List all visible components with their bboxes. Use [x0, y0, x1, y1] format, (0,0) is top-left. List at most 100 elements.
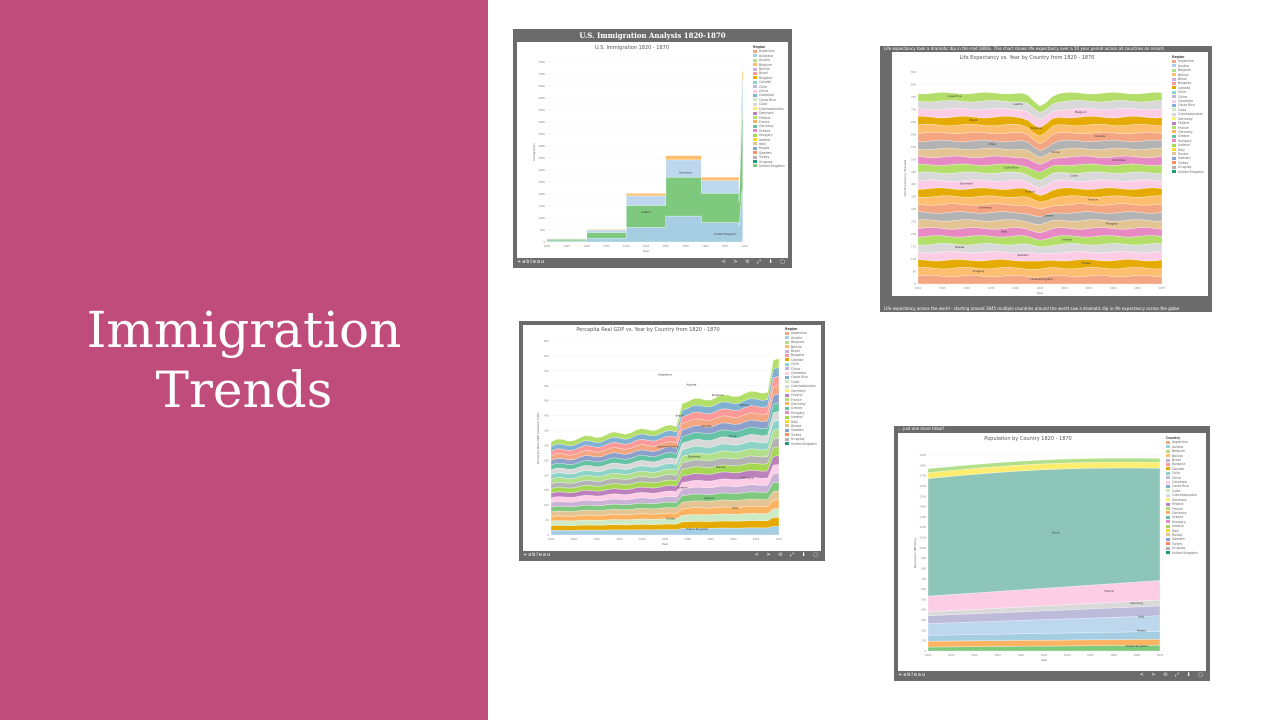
legend-item[interactable]: Costa Rica — [1166, 484, 1198, 488]
legend-item[interactable]: Uruguay — [1166, 546, 1198, 550]
legend-item[interactable]: United Kingdom — [1166, 551, 1198, 555]
legend-item[interactable]: Colombia — [753, 93, 785, 97]
legend-item[interactable]: Uruguay — [1172, 165, 1204, 169]
legend-item[interactable]: Italy — [1172, 148, 1204, 152]
legend-item[interactable]: Germany — [753, 124, 785, 128]
legend-item[interactable]: Russia — [1172, 152, 1204, 156]
legend-item[interactable]: Italy — [785, 420, 817, 424]
legend-item[interactable]: Finland — [1172, 121, 1204, 125]
legend-item[interactable]: United Kingdom — [1172, 170, 1204, 174]
legend-item[interactable]: Austria — [785, 336, 817, 340]
legend-item[interactable]: Canada — [1166, 467, 1198, 471]
legend-item[interactable]: Russia — [1166, 533, 1198, 537]
legend-item[interactable]: Argentina — [1172, 59, 1204, 63]
legend-item[interactable]: Hungary — [785, 411, 817, 415]
legend-item[interactable]: Germany — [1166, 498, 1198, 502]
legend-item[interactable]: Argentina — [1166, 440, 1198, 444]
legend-item[interactable]: Germany — [1172, 130, 1204, 134]
legend-item[interactable]: Iceland — [785, 415, 817, 419]
legend-item[interactable]: China — [785, 367, 817, 371]
legend-item[interactable]: Canada — [753, 80, 785, 84]
toolbar-controls[interactable]: < > ⟲ ⤢ ⬇ ▢ — [721, 259, 788, 265]
legend-item[interactable]: Bulgaria — [1172, 81, 1204, 85]
legend-item[interactable]: Belgium — [785, 340, 817, 344]
legend-item[interactable]: Cuba — [1172, 108, 1204, 112]
legend-item[interactable]: Sweden — [1172, 156, 1204, 160]
legend-item[interactable]: Bolivia — [753, 67, 785, 71]
legend-item[interactable]: Germany — [785, 402, 817, 406]
legend-item[interactable]: Finland — [785, 393, 817, 397]
legend-item[interactable]: United Kingdom — [753, 164, 785, 168]
legend-item[interactable]: Austria — [753, 58, 785, 62]
legend-item[interactable]: Cuba — [1166, 489, 1198, 493]
legend-item[interactable]: Bulgaria — [753, 76, 785, 80]
legend-item[interactable]: Canada — [1172, 86, 1204, 90]
legend-item[interactable]: Bolivia — [1166, 454, 1198, 458]
legend-item[interactable]: Finland — [753, 116, 785, 120]
legend-item[interactable]: Italy — [1166, 529, 1198, 533]
legend-item[interactable]: Cuba — [753, 102, 785, 106]
legend-item[interactable]: Turkey — [1166, 542, 1198, 546]
legend-item[interactable]: Cuba — [785, 380, 817, 384]
legend-item[interactable]: Colombia — [1166, 480, 1198, 484]
legend-item[interactable]: Iceland — [1166, 524, 1198, 528]
legend-item[interactable]: Czechoslovakia — [1166, 493, 1198, 497]
legend-item[interactable]: France — [1172, 126, 1204, 130]
legend-item[interactable]: Greece — [1166, 515, 1198, 519]
legend-item[interactable]: Turkey — [753, 155, 785, 159]
legend-item[interactable]: China — [1166, 476, 1198, 480]
legend-item[interactable]: Italy — [753, 142, 785, 146]
legend-item[interactable]: Brazil — [1166, 458, 1198, 462]
legend-item[interactable]: Colombia — [1172, 99, 1204, 103]
legend-item[interactable]: Czechoslovakia — [1172, 112, 1204, 116]
legend-item[interactable]: Russia — [753, 146, 785, 150]
legend-item[interactable]: Greece — [753, 129, 785, 133]
legend-item[interactable]: Argentina — [753, 49, 785, 53]
toolbar-controls[interactable]: < > ⟲ ⤢ ⬇ ▢ — [1139, 672, 1206, 678]
legend-item[interactable]: Finland — [1166, 502, 1198, 506]
legend-item[interactable]: Chile — [785, 362, 817, 366]
legend-item[interactable]: Czechoslovakia — [753, 107, 785, 111]
legend-item[interactable]: Costa Rica — [753, 98, 785, 102]
legend-item[interactable]: Uruguay — [785, 437, 817, 441]
legend-item[interactable]: Chile — [753, 85, 785, 89]
legend-item[interactable]: Costa Rica — [1172, 103, 1204, 107]
legend-item[interactable]: France — [753, 120, 785, 124]
toolbar-controls[interactable]: < > ⟲ ⤢ ⬇ ▢ — [754, 552, 821, 558]
legend-item[interactable]: Hungary — [1172, 139, 1204, 143]
legend-item[interactable]: Chile — [1172, 90, 1204, 94]
legend-item[interactable]: China — [1172, 95, 1204, 99]
legend-item[interactable]: Greece — [1172, 134, 1204, 138]
legend-item[interactable]: Germany — [1172, 117, 1204, 121]
legend-item[interactable]: Brazil — [753, 71, 785, 75]
legend-item[interactable]: Sweden — [785, 428, 817, 432]
legend-item[interactable]: Denmark — [753, 111, 785, 115]
legend-item[interactable]: France — [1166, 507, 1198, 511]
legend-item[interactable]: Uruguay — [753, 160, 785, 164]
legend-item[interactable]: France — [785, 398, 817, 402]
legend-item[interactable]: Russia — [785, 424, 817, 428]
legend-item[interactable]: Bolivia — [1172, 73, 1204, 77]
legend-item[interactable]: Colombia — [785, 371, 817, 375]
legend-item[interactable]: Belgium — [1172, 68, 1204, 72]
legend-item[interactable]: Sweden — [1166, 537, 1198, 541]
legend-item[interactable]: Hungary — [753, 133, 785, 137]
legend-item[interactable]: Hungary — [1166, 520, 1198, 524]
legend-item[interactable]: Greece — [785, 406, 817, 410]
legend-item[interactable]: Ireland — [753, 138, 785, 142]
legend-item[interactable]: Chile — [1166, 471, 1198, 475]
legend-item[interactable]: Bulgaria — [785, 353, 817, 357]
legend-item[interactable]: Sweden — [753, 151, 785, 155]
legend-item[interactable]: China — [753, 89, 785, 93]
legend-item[interactable]: Bulgaria — [1166, 462, 1198, 466]
legend-item[interactable]: Germany — [1166, 511, 1198, 515]
legend-item[interactable]: Austria — [1172, 64, 1204, 68]
legend-item[interactable]: Canada — [785, 358, 817, 362]
legend-item[interactable]: Brazil — [785, 349, 817, 353]
legend-item[interactable]: Brazil — [1172, 77, 1204, 81]
legend-item[interactable]: Australia — [753, 54, 785, 58]
legend-item[interactable]: Germany — [785, 389, 817, 393]
legend-item[interactable]: Austria — [1166, 445, 1198, 449]
legend-item[interactable]: Belgium — [753, 63, 785, 67]
legend-item[interactable]: Turkey — [1172, 161, 1204, 165]
